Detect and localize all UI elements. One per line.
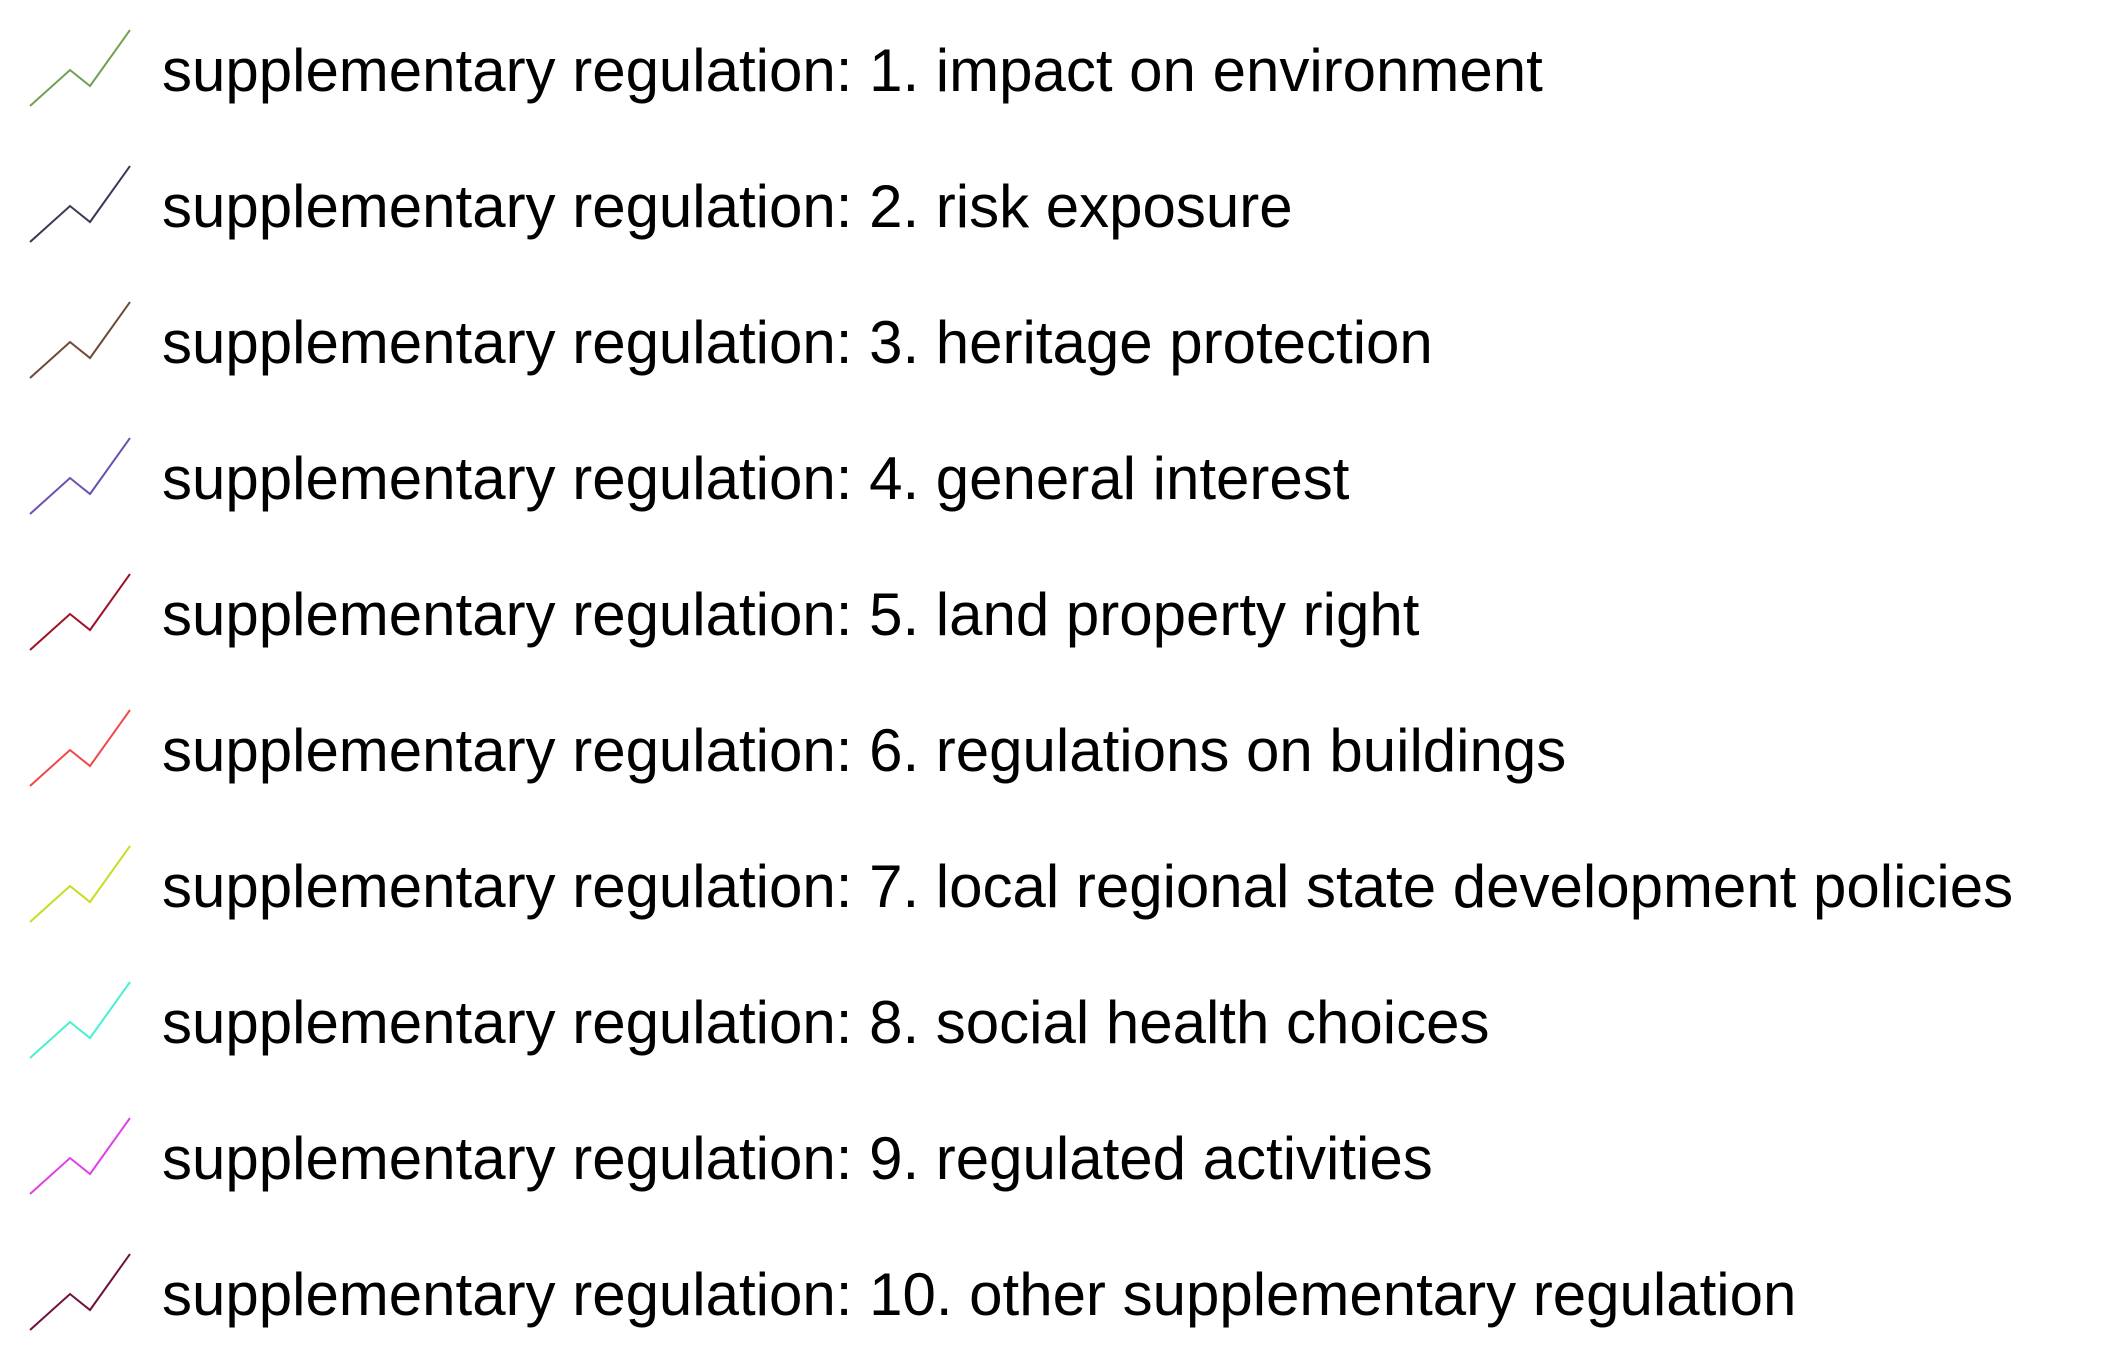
line-symbol-icon [29, 437, 131, 515]
legend-label: supplementary regulation: 10. other supp… [162, 1261, 1797, 1328]
legend-item: supplementary regulation: 8. social heal… [0, 952, 2105, 1088]
legend-label: supplementary regulation: 5. land proper… [162, 581, 1420, 648]
legend-label: supplementary regulation: 8. social heal… [162, 989, 1490, 1056]
line-symbol-icon [29, 709, 131, 787]
line-symbol-icon [29, 165, 131, 243]
legend-item: supplementary regulation: 7. local regio… [0, 816, 2105, 952]
legend-item: supplementary regulation: 1. impact on e… [0, 0, 2105, 136]
legend-label: supplementary regulation: 9. regulated a… [162, 1125, 1433, 1192]
line-symbol-icon [29, 301, 131, 379]
legend-label: supplementary regulation: 6. regulations… [162, 717, 1567, 784]
line-symbol-icon [29, 29, 131, 107]
line-symbol-icon [29, 1117, 131, 1195]
legend-label: supplementary regulation: 2. risk exposu… [162, 173, 1293, 240]
line-symbol-icon [29, 1253, 131, 1331]
line-symbol-icon [29, 573, 131, 651]
legend-label: supplementary regulation: 4. general int… [162, 445, 1350, 512]
legend-item: supplementary regulation: 6. regulations… [0, 680, 2105, 816]
legend-label: supplementary regulation: 3. heritage pr… [162, 309, 1433, 376]
legend-label: supplementary regulation: 1. impact on e… [162, 37, 1543, 104]
legend-item: supplementary regulation: 4. general int… [0, 408, 2105, 544]
line-symbol-icon [29, 981, 131, 1059]
legend-item: supplementary regulation: 9. regulated a… [0, 1088, 2105, 1224]
legend-label: supplementary regulation: 7. local regio… [162, 853, 2014, 920]
legend-item: supplementary regulation: 5. land proper… [0, 544, 2105, 680]
legend-item: supplementary regulation: 10. other supp… [0, 1224, 2105, 1360]
legend-item: supplementary regulation: 3. heritage pr… [0, 272, 2105, 408]
line-symbol-icon [29, 845, 131, 923]
legend-item: supplementary regulation: 2. risk exposu… [0, 136, 2105, 272]
